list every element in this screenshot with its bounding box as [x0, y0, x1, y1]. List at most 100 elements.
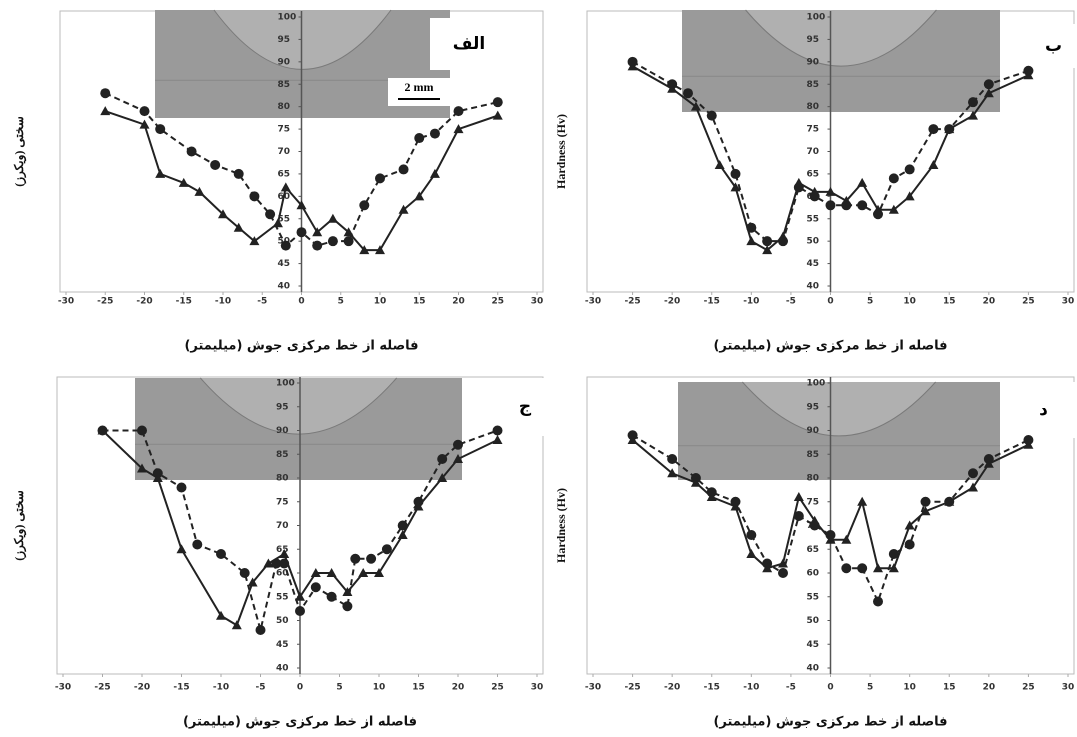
x-axis-label: فاصله از خط مرکزی جوش (میلیمتر): [713, 339, 947, 354]
data-point: [762, 245, 773, 255]
data-point: [249, 191, 260, 202]
panel-label-box: [1030, 24, 1077, 68]
data-point: [825, 534, 836, 544]
data-point: [398, 164, 409, 175]
data-point: [155, 124, 166, 135]
data-point: [437, 454, 448, 464]
x-tick-label: 15: [412, 683, 425, 693]
data-point: [793, 177, 804, 187]
data-point: [326, 568, 337, 577]
data-point: [944, 496, 955, 506]
y-tick-label: 100: [807, 379, 826, 389]
y-tick-label: 40: [278, 282, 291, 292]
data-point: [239, 568, 250, 578]
data-point: [873, 596, 883, 607]
data-point: [375, 173, 385, 184]
y-tick-label: 100: [278, 13, 297, 23]
data-point: [414, 133, 425, 144]
data-point: [983, 79, 994, 90]
y-tick-label: 80: [807, 102, 820, 112]
data-point: [397, 530, 408, 539]
data-point: [296, 200, 307, 210]
data-point: [453, 439, 463, 450]
x-axis-label: فاصله از خط مرکزی جوش (میلیمتر): [713, 715, 947, 730]
x-tick-label: 5: [867, 683, 873, 693]
data-point: [139, 106, 150, 117]
data-point: [453, 106, 464, 117]
data-point: [928, 159, 939, 169]
y-tick-label: 70: [276, 521, 289, 531]
data-point: [216, 549, 226, 559]
data-point: [295, 591, 305, 601]
data-point: [825, 186, 836, 196]
y-tick-label: 80: [278, 102, 291, 112]
data-point: [350, 553, 361, 564]
data-point: [793, 492, 804, 501]
x-tick-label: -10: [213, 683, 229, 693]
data-point: [398, 204, 409, 214]
x-tick-label: -30: [585, 683, 601, 693]
x-tick-label: -15: [704, 683, 720, 693]
data-point: [873, 204, 883, 214]
y-tick-label: 60: [807, 569, 820, 579]
data-point: [272, 218, 283, 228]
y-tick-label: 50: [807, 616, 820, 626]
x-tick-label: 25: [1022, 297, 1035, 307]
data-point: [762, 563, 773, 573]
x-tick-label: 15: [943, 683, 956, 693]
x-tick-label: 15: [413, 297, 426, 307]
data-point: [280, 240, 291, 251]
y-tick-label: 40: [276, 664, 289, 674]
y-tick-label: 90: [276, 426, 289, 436]
data-point: [97, 425, 108, 435]
x-tick-label: -15: [173, 683, 189, 693]
data-point: [397, 520, 408, 531]
data-point: [437, 473, 448, 482]
data-point: [627, 61, 638, 71]
data-point: [968, 468, 978, 479]
weld-zone: [742, 381, 936, 437]
weld-zone: [213, 9, 392, 70]
data-point: [825, 200, 836, 211]
x-tick-label: -25: [94, 683, 110, 693]
data-point: [453, 454, 463, 463]
panel-label-box: [1010, 382, 1077, 438]
x-tick-label: -30: [58, 297, 74, 307]
y-tick-label: 65: [807, 545, 820, 555]
data-point: [176, 544, 187, 554]
x-tick-label: 30: [1062, 683, 1075, 693]
data-point: [857, 200, 868, 211]
data-point: [218, 209, 228, 219]
x-tick-label: -20: [664, 683, 680, 693]
data-point: [139, 119, 150, 129]
data-point: [904, 539, 915, 550]
data-point: [312, 227, 323, 237]
x-tick-label: 10: [903, 297, 916, 307]
data-point: [186, 146, 197, 157]
y-tick-label: 85: [276, 450, 289, 460]
data-point: [778, 568, 788, 578]
panel-label: ج: [519, 397, 532, 417]
data-point: [730, 501, 741, 511]
data-point: [366, 553, 377, 564]
series-line: [102, 429, 498, 631]
data-point: [280, 182, 291, 192]
data-point: [342, 587, 353, 596]
y-tick-label: 90: [278, 57, 291, 67]
data-point: [359, 200, 370, 211]
data-point: [429, 168, 440, 178]
data-point: [343, 236, 354, 247]
y-tick-label: 50: [807, 237, 820, 247]
data-point: [690, 477, 701, 487]
y-tick-label: 45: [278, 259, 291, 269]
data-point: [809, 515, 820, 525]
x-tick-label: -30: [55, 683, 71, 693]
x-tick-label: -10: [743, 683, 759, 693]
data-point: [359, 245, 370, 255]
data-point: [683, 88, 693, 99]
x-tick-label: -5: [786, 683, 796, 693]
data-point: [492, 97, 503, 108]
data-point: [714, 159, 725, 169]
x-tick-label: -20: [136, 297, 152, 307]
scale-bar-label: 2 mm: [405, 80, 434, 94]
